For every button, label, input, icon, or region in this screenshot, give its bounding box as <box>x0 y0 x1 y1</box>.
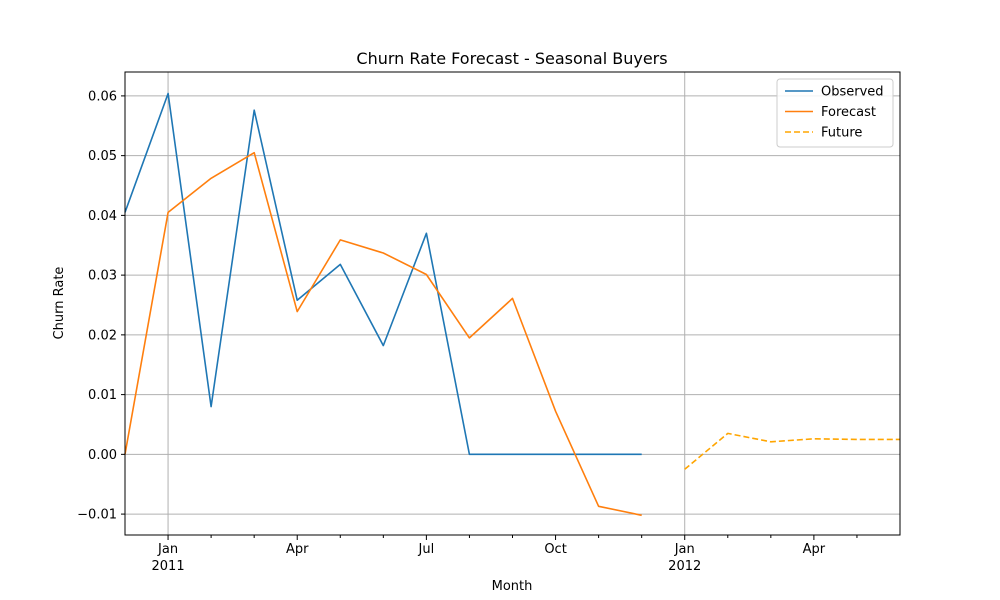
y-tick-label: 0.06 <box>88 89 117 104</box>
y-axis-label: Churn Rate <box>52 267 67 340</box>
x-tick-label: Oct <box>544 542 566 557</box>
series-line-forecast <box>124 151 642 517</box>
x-tick-label: Apr <box>286 542 309 557</box>
y-tick-label: 0.03 <box>88 269 117 284</box>
x-tick-sublabel: 2011 <box>152 559 185 574</box>
y-tick-label: −0.01 <box>77 508 117 523</box>
y-tick-label: 0.02 <box>88 328 117 343</box>
x-tick-label: Jul <box>418 542 435 557</box>
y-tick-label: 0.05 <box>88 149 117 164</box>
legend: Observed Forecast Future <box>776 78 894 148</box>
legend-label-future: Future <box>821 126 862 141</box>
y-tick-label: 0.04 <box>88 209 117 224</box>
x-tick-label: Apr <box>803 542 826 557</box>
y-tick-label: 0.00 <box>88 448 117 463</box>
legend-label-forecast: Forecast <box>821 105 876 120</box>
x-axis: Jan 2011 Apr Jul Oct Jan 2012 Apr <box>152 535 858 574</box>
x-tick-label: Jan <box>674 542 695 557</box>
series-line-observed <box>124 92 642 456</box>
chart-title: Churn Rate Forecast - Seasonal Buyers <box>356 49 667 68</box>
legend-box <box>776 78 894 148</box>
y-axis: −0.01 0.00 0.01 0.02 0.03 0.04 0.05 0.06 <box>77 89 125 523</box>
x-tick-sublabel: 2012 <box>668 559 701 574</box>
legend-label-observed: Observed <box>821 85 884 100</box>
x-tick-label: Jan <box>157 542 178 557</box>
series-group <box>124 92 900 517</box>
x-axis-label: Month <box>492 579 533 594</box>
series-line-future <box>684 432 900 470</box>
y-tick-label: 0.01 <box>88 388 117 403</box>
